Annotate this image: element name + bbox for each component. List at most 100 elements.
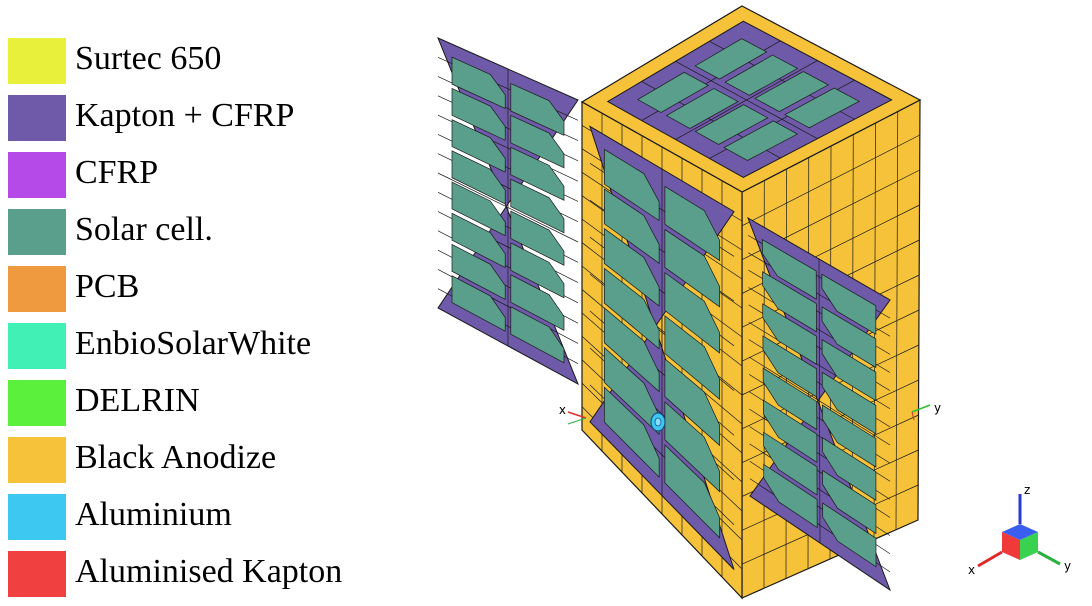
top-solar-cell (784, 87, 860, 129)
legend-label: Solar cell. (75, 211, 213, 248)
solar-cell (451, 150, 506, 205)
solar-cell (664, 228, 720, 308)
solar-cell (451, 119, 506, 173)
legend-label: PCB (75, 268, 140, 305)
legend-label: CFRP (75, 154, 159, 191)
top-solar-cell (724, 54, 799, 96)
solar-cell (510, 306, 565, 364)
solar-cell (604, 267, 660, 350)
solar-cell (762, 303, 817, 365)
solar-cell (664, 315, 720, 400)
legend-item-enbiosolarwhite: EnbioSolarWhite (8, 319, 408, 373)
legend-item-cfrp: CFRP (8, 148, 408, 202)
solar-cell (451, 181, 506, 237)
legend-item-pcb: PCB (8, 262, 408, 316)
legend-item-solar-cell: Solar cell. (8, 205, 408, 259)
solar-cell (762, 335, 818, 398)
solar-cell (821, 306, 877, 369)
top-solar-cell (665, 88, 739, 129)
triad-x-label: x (968, 563, 975, 577)
x-axis-label: x (559, 403, 566, 417)
solar-cell (822, 502, 877, 568)
solar-cell (510, 274, 565, 331)
solar-cell (664, 271, 720, 354)
x-axis-marker: x (559, 403, 587, 425)
legend-label: Surtec 650 (75, 40, 222, 77)
legend-label: Black Anodize (75, 439, 277, 476)
top-solar-cell (723, 120, 799, 161)
solar-cell (604, 228, 660, 307)
solar-cell (604, 307, 660, 393)
top-solar-cell (754, 71, 830, 112)
solar-cell (451, 212, 506, 269)
cubesat-thermal-model: x y (437, 5, 941, 600)
top-solar-cell (694, 104, 769, 145)
solar-cell (510, 114, 565, 169)
top-solar-cell (636, 71, 710, 113)
legend-swatch (8, 266, 66, 312)
solar-cell (510, 178, 565, 234)
solar-cell (763, 463, 818, 529)
triad-y-label: y (1064, 559, 1071, 573)
legend-swatch (8, 494, 66, 540)
solar-cell (604, 148, 660, 222)
solar-cell (510, 210, 565, 266)
y-axis-marker: y (911, 401, 941, 421)
y-axis-arrow (1037, 550, 1061, 566)
x-axis-arrow (977, 550, 1003, 568)
legend-swatch (8, 437, 66, 483)
solar-cell (763, 431, 818, 496)
right-face-grid-line (741, 134, 920, 227)
legend-swatch (8, 95, 66, 141)
solar-cell (822, 469, 877, 535)
legend-swatch (8, 551, 66, 597)
legend-swatch (8, 323, 66, 369)
solar-cell (762, 399, 818, 463)
legend-item-kapton-cfrp: Kapton + CFRP (8, 91, 408, 145)
solar-cell (451, 275, 506, 332)
y-axis-label: y (934, 401, 941, 415)
top-grid-line (675, 60, 818, 140)
solar-cell (762, 271, 817, 333)
coordinate-triad: z x y (968, 483, 1071, 577)
legend-swatch (8, 38, 66, 84)
solar-cell (664, 358, 720, 447)
triad-cube (1002, 524, 1038, 560)
solar-cell (604, 188, 660, 264)
legend-label: EnbioSolarWhite (75, 325, 312, 362)
solar-cell (821, 273, 877, 335)
triad-z-label: z (1024, 483, 1030, 497)
legend-swatch (8, 152, 66, 198)
legend-item-delrin: DELRIN (8, 376, 408, 430)
legend-swatch (8, 209, 66, 255)
solar-cell (664, 444, 720, 539)
legend-swatch (8, 380, 66, 426)
legend-label: DELRIN (75, 382, 200, 419)
solar-cell (664, 185, 720, 262)
solar-cell (510, 242, 565, 299)
legend-item-surtec-650: Surtec 650 (8, 34, 408, 88)
solar-cell (510, 83, 565, 136)
solar-cell (451, 87, 506, 141)
top-kapton (606, 20, 893, 178)
panel-grid-line (748, 356, 891, 446)
solar-cell (451, 56, 506, 109)
deployable-solar-panels (437, 37, 892, 592)
legend-label: Aluminised Kapton (75, 553, 343, 590)
solar-cell (604, 386, 660, 478)
legend-label: Aluminium (75, 496, 232, 533)
solar-cell (821, 404, 877, 468)
legend-item-aluminium: Aluminium (8, 490, 408, 544)
panel-grid-line (437, 172, 579, 243)
aluminium-fitting (650, 412, 666, 432)
legend-item-aluminised-kapton: Aluminised Kapton (8, 547, 408, 601)
solar-cell (761, 238, 817, 300)
solar-cell (451, 243, 506, 300)
solar-cell (821, 371, 877, 435)
solar-cell (822, 437, 877, 501)
solar-cell (664, 401, 720, 493)
legend-item-black-anodize: Black Anodize (8, 433, 408, 487)
solar-cell (762, 367, 818, 431)
solar-cell (510, 146, 565, 201)
solar-cell (821, 339, 877, 402)
